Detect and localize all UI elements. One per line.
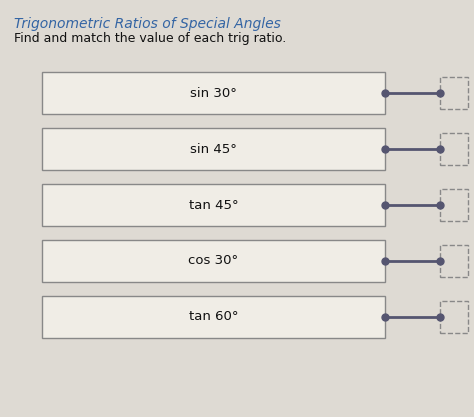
FancyBboxPatch shape [42, 184, 385, 226]
FancyBboxPatch shape [42, 240, 385, 282]
FancyBboxPatch shape [42, 296, 385, 338]
Text: cos 30°: cos 30° [189, 254, 238, 267]
FancyBboxPatch shape [440, 245, 468, 277]
FancyBboxPatch shape [42, 128, 385, 170]
FancyBboxPatch shape [440, 77, 468, 109]
Text: sin 45°: sin 45° [190, 143, 237, 156]
FancyBboxPatch shape [440, 133, 468, 165]
FancyBboxPatch shape [440, 301, 468, 333]
FancyBboxPatch shape [440, 189, 468, 221]
Text: tan 60°: tan 60° [189, 311, 238, 324]
FancyBboxPatch shape [42, 72, 385, 114]
Text: sin 30°: sin 30° [190, 86, 237, 100]
Text: Trigonometric Ratios of Special Angles: Trigonometric Ratios of Special Angles [14, 17, 281, 31]
Text: Find and match the value of each trig ratio.: Find and match the value of each trig ra… [14, 32, 286, 45]
Text: tan 45°: tan 45° [189, 198, 238, 211]
